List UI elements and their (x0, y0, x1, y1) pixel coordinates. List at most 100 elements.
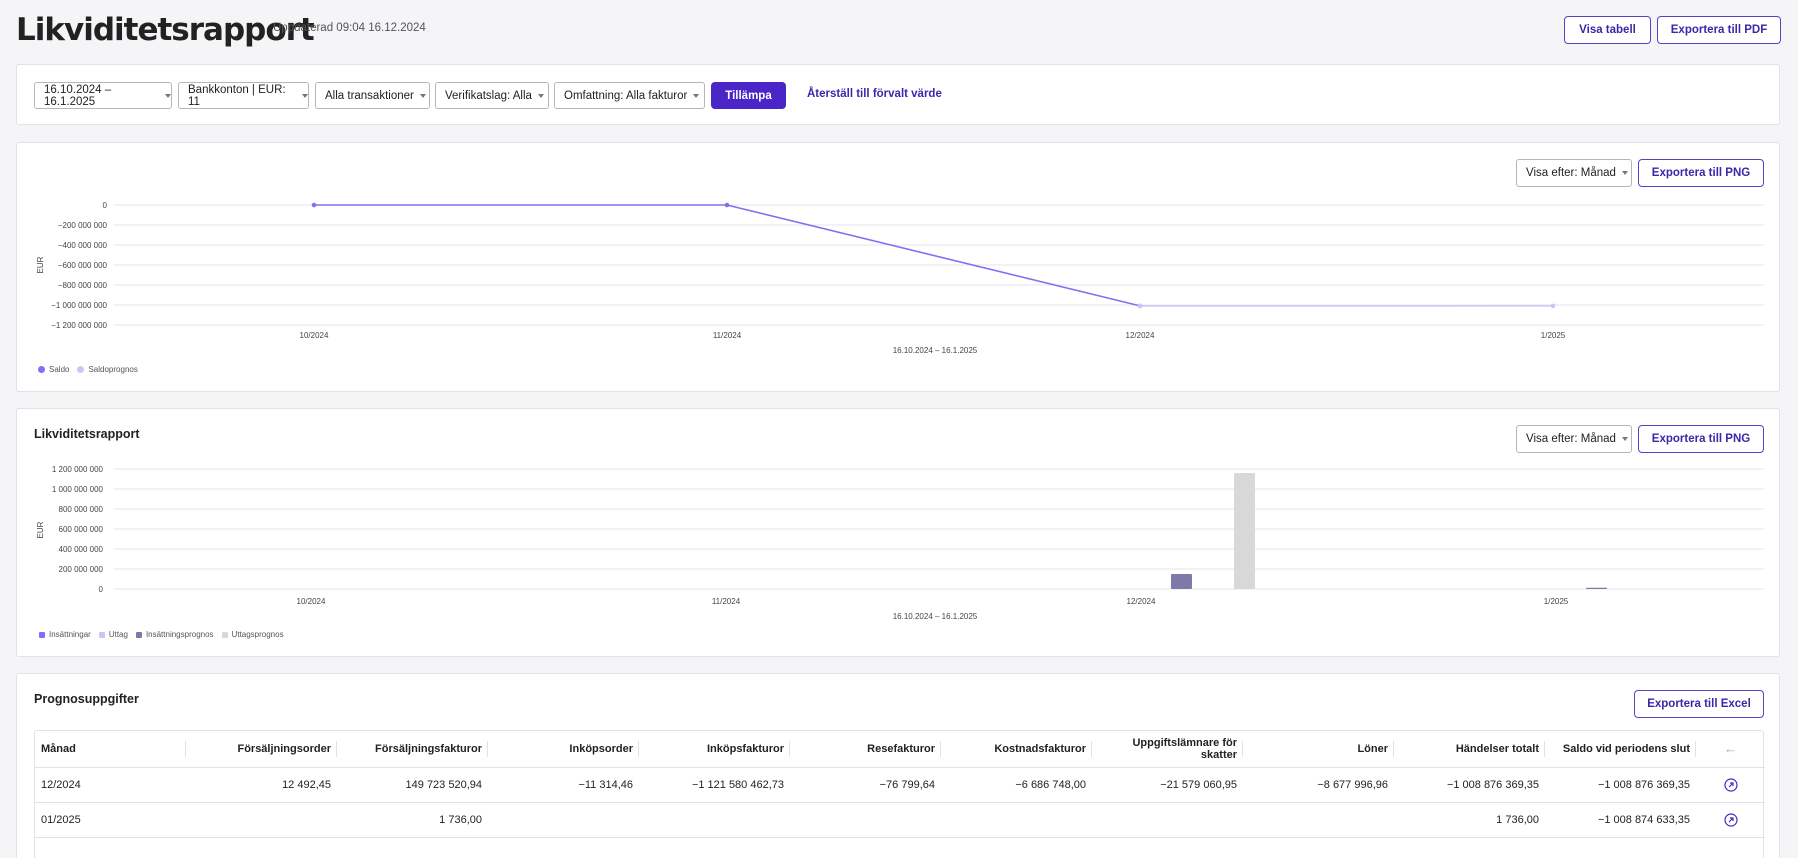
show-table-button[interactable]: Visa tabell (1564, 16, 1651, 44)
chevron-down-icon (1621, 171, 1628, 175)
data-point (724, 202, 730, 208)
column-separator (1393, 741, 1394, 757)
column-header[interactable]: Månad (35, 731, 186, 767)
flow-view-by-select[interactable]: Visa efter: Månad (1516, 425, 1632, 453)
updated-timestamp: Uppdaterad 09:04 16.12.2024 (273, 22, 426, 34)
column-header[interactable]: Resefakturor (790, 731, 941, 767)
flow-bar-chart: 1 200 000 000 1 000 000 000 800 000 000 600… (36, 465, 1764, 621)
uttag-legend-label: Uttag (108, 630, 128, 639)
table-cell: −21 579 060,95 (1092, 766, 1243, 802)
apply-button[interactable]: Tillämpa (711, 82, 786, 109)
saldoprognos-legend-label: Saldoprognos (88, 365, 138, 374)
column-header[interactable]: Löner (1243, 731, 1394, 767)
saldo-legend-marker (38, 366, 45, 373)
table-cell (639, 801, 790, 837)
column-header[interactable]: Inköpsorder (488, 731, 639, 767)
column-header[interactable]: Kostnadsfakturor (941, 731, 1092, 767)
flow-x-axis-label: 16.10.2024 – 16.1.2025 (893, 612, 978, 621)
column-header-label: Inköpsfakturor (706, 742, 784, 755)
data-point (1137, 303, 1143, 309)
saldo-legend-label: Saldo (49, 365, 70, 374)
bar-uttagsprognos (1234, 473, 1255, 589)
export-excel-button[interactable]: Exportera till Excel (1634, 690, 1764, 718)
column-separator (487, 741, 488, 757)
page-title: Likviditetsrapport (16, 12, 315, 48)
y-tick-label: −200 000 000 (58, 221, 108, 230)
balance-view-by-select[interactable]: Visa efter: Månad (1516, 159, 1632, 187)
column-separator (1091, 741, 1092, 757)
table-row: 12/2024 12 492,45 149 723 520,94 −11 314,46… (35, 766, 1765, 802)
y-tick-label: 1 000 000 000 (52, 485, 104, 494)
data-point (1550, 303, 1556, 309)
column-header[interactable]: Saldo vid periodens slut (1545, 731, 1696, 767)
bank-account-select[interactable]: Bankkonton | EUR: 11 (178, 82, 309, 109)
table-cell (186, 801, 337, 837)
balance-y-axis-label: EUR (36, 256, 45, 273)
period-select-label: 16.10.2024 – 16.1.2025 (44, 83, 112, 108)
filter-bar: 16.10.2024 – 16.1.2025 Bankkonton | EUR:… (16, 64, 1780, 125)
export-pdf-button[interactable]: Exportera till PDF (1657, 16, 1781, 44)
balance-legend: Saldo Saldoprognos (38, 365, 138, 374)
column-header[interactable]: Inköpsfakturor (639, 731, 790, 767)
table-row-empty (35, 836, 1765, 858)
column-header[interactable]: Försäljningsfakturor (337, 731, 488, 767)
table-cell: 1 736,00 (1394, 801, 1545, 837)
collapse-column-header[interactable]: ← (1696, 731, 1765, 767)
column-header-label: Löner (1357, 742, 1388, 755)
transactions-select[interactable]: Alla transaktioner (315, 82, 430, 109)
table-cell: 1 736,00 (337, 801, 488, 837)
forecast-title: Prognosuppgifter (34, 692, 139, 706)
data-point (311, 202, 317, 208)
x-tick-label: 1/2025 (1544, 597, 1569, 606)
y-tick-label: 400 000 000 (59, 545, 104, 554)
flow-chart-card: Likviditetsrapport Visa efter: Månad Exp… (16, 408, 1780, 657)
x-tick-label: 10/2024 (297, 597, 326, 606)
column-header[interactable]: Försäljningsorder (186, 731, 337, 767)
period-select[interactable]: 16.10.2024 – 16.1.2025 (34, 82, 172, 109)
column-header-label: Försäljningsorder (237, 742, 331, 755)
uttagsprognos-legend-label: Uttagsprognos (231, 630, 284, 639)
table-cell (1243, 801, 1394, 837)
open-external-icon[interactable] (1723, 812, 1738, 827)
balance-line-chart: 0 −200 000 000 −400 000 000 −600 000 000 −80… (36, 201, 1764, 355)
column-header-label: Försäljningsfakturor (375, 742, 482, 755)
reset-defaults-link[interactable]: Återställ till förvalt värde (807, 88, 942, 100)
forecast-table: Månad Försäljningsorder Försäljningsfaktur… (35, 731, 1765, 858)
table-cell: −1 008 876 369,35 (1394, 766, 1545, 802)
column-header[interactable]: Uppgiftslämnare för skatter (1092, 731, 1243, 767)
table-cell: 01/2025 (35, 801, 186, 837)
column-separator (638, 741, 639, 757)
scope-select[interactable]: Omfattning: Alla fakturor (554, 82, 705, 109)
balance-x-axis-label: 16.10.2024 – 16.1.2025 (893, 346, 978, 355)
scope-select-label: Omfattning: Alla fakturor (564, 89, 688, 102)
balance-export-png-button[interactable]: Exportera till PNG (1638, 159, 1764, 187)
bar-insättningsprognos (1586, 587, 1607, 589)
insattningsprognos-legend-label: Insättningsprognos (145, 630, 214, 639)
y-tick-label: 0 (99, 585, 104, 594)
table-cell (1092, 801, 1243, 837)
voucher-type-select[interactable]: Verifikatslag: Alla (435, 82, 549, 109)
uttagsprognos-legend-marker (221, 631, 228, 638)
column-separator (1242, 741, 1243, 757)
forecast-card: Prognosuppgifter Exportera till Excel Må… (16, 673, 1780, 858)
x-tick-label: 11/2024 (712, 597, 741, 606)
series-line-saldo (314, 204, 1141, 307)
table-cell: −1 121 580 462,73 (639, 766, 790, 802)
column-header[interactable]: Händelser totalt (1394, 731, 1545, 767)
table-cell: 12/2024 (35, 766, 186, 802)
bank-account-select-label: Bankkonton | EUR: 11 (188, 83, 286, 108)
open-external-icon[interactable] (1723, 777, 1738, 792)
table-cell: −11 314,46 (488, 766, 639, 802)
y-tick-label: −600 000 000 (58, 261, 108, 270)
flow-y-axis-label: EUR (36, 521, 45, 538)
insattningar-legend-label: Insättningar (49, 630, 91, 639)
transactions-select-label: Alla transaktioner (325, 89, 414, 102)
column-separator (1695, 741, 1696, 757)
flow-export-png-button[interactable]: Exportera till PNG (1638, 425, 1764, 453)
arrow-left-icon[interactable]: ← (1724, 741, 1737, 757)
chevron-down-icon (419, 93, 426, 98)
y-tick-label: 1 200 000 000 (52, 465, 104, 474)
table-cell (488, 801, 639, 837)
column-separator (185, 741, 186, 757)
table-cell: 149 723 520,94 (337, 766, 488, 802)
